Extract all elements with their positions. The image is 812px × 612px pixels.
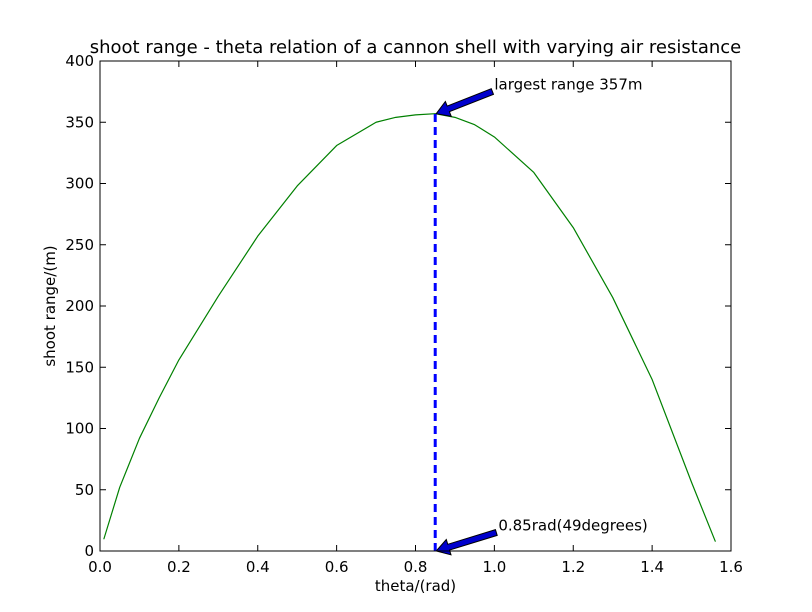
y-axis-ticks: 0 50 100 150 200 250 300 350 400 <box>65 52 731 560</box>
x-tick-label: 1.2 <box>561 558 585 576</box>
x-axis-label: theta/(rad) <box>375 577 456 595</box>
y-tick-label: 300 <box>65 175 94 193</box>
x-tick-label: 0.8 <box>404 558 428 576</box>
y-tick-label: 350 <box>65 113 94 131</box>
x-axis-ticks: 0.0 0.2 0.4 0.6 0.8 1.0 1.2 1.4 1.6 <box>88 61 743 576</box>
plot-frame <box>99 60 732 552</box>
annotation-layer: largest range 357m 0.85rad(49degrees) <box>435 76 648 556</box>
x-tick-label: 0.6 <box>325 558 349 576</box>
y-tick-label: 250 <box>65 236 94 254</box>
angle-annotation: 0.85rad(49degrees) <box>498 517 647 535</box>
plot-area <box>100 61 731 551</box>
y-tick-label: 50 <box>75 481 94 499</box>
y-tick-label: 200 <box>65 297 94 315</box>
x-tick-label: 1.4 <box>640 558 664 576</box>
series-line <box>103 113 716 542</box>
chart-title: shoot range - theta relation of a cannon… <box>90 37 741 58</box>
x-tick-label: 0.4 <box>246 558 270 576</box>
x-tick-label: 1.0 <box>482 558 506 576</box>
y-tick-label: 150 <box>65 358 94 376</box>
y-tick-label: 0 <box>84 542 94 560</box>
x-tick-label: 0.0 <box>88 558 112 576</box>
annotation-arrow <box>435 529 498 556</box>
series-layer <box>103 113 716 551</box>
max-range-annotation: largest range 357m <box>494 76 642 94</box>
x-tick-label: 1.6 <box>719 558 743 576</box>
x-tick-label: 0.2 <box>167 558 191 576</box>
y-tick-label: 400 <box>65 52 94 70</box>
y-tick-label: 100 <box>65 420 94 438</box>
y-axis-label: shoot range/(m) <box>41 245 59 366</box>
annotation-arrow <box>435 88 495 117</box>
